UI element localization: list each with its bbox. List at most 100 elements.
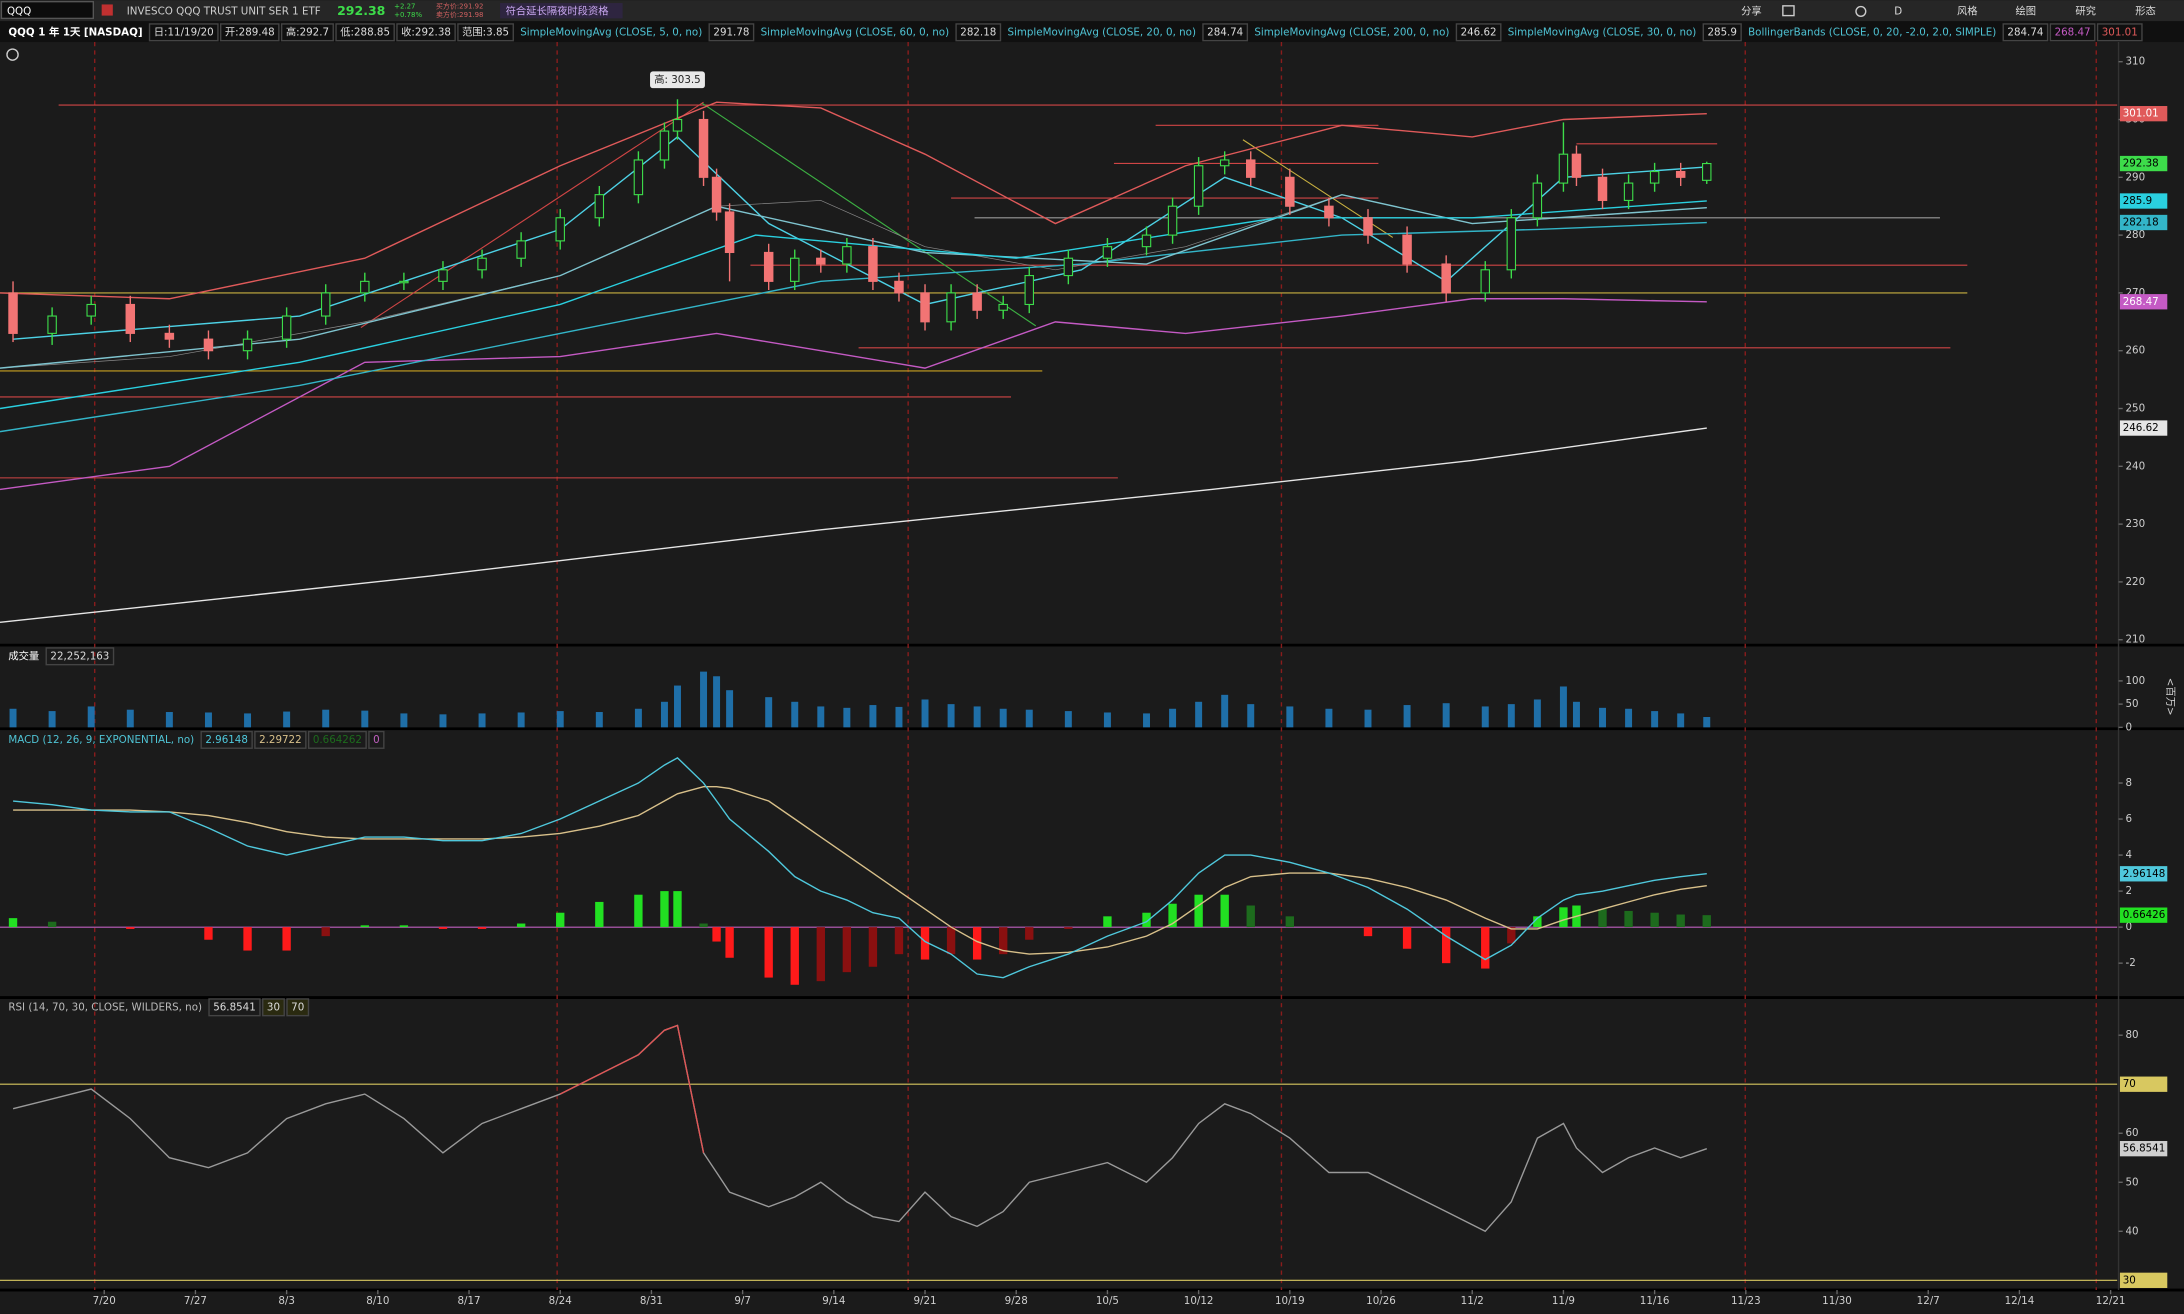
menu-studies[interactable]: 研究 bbox=[2075, 4, 2096, 17]
macd-histogram bbox=[126, 927, 135, 929]
candle-body bbox=[1649, 170, 1660, 184]
icon[interactable] bbox=[1855, 5, 1867, 17]
macd-histogram bbox=[1168, 903, 1177, 928]
header-text: 301.01 bbox=[2102, 26, 2138, 38]
notice-box bbox=[500, 3, 623, 19]
price-tag-box bbox=[2119, 214, 2168, 231]
y-tick-label: 280 bbox=[2125, 229, 2145, 241]
x-tick-label: 11/9 bbox=[1552, 1295, 1575, 1307]
price-tag-box bbox=[2119, 1076, 2168, 1092]
volume-bar bbox=[1221, 694, 1229, 728]
y-tick-label: -2 bbox=[2125, 957, 2135, 969]
header-box bbox=[2049, 23, 2096, 42]
x-tick-label: 10/19 bbox=[1275, 1295, 1305, 1307]
price-tag: 292.38 bbox=[2123, 158, 2159, 170]
trend-line bbox=[701, 102, 1037, 327]
volume-bar bbox=[674, 685, 681, 728]
menu-style[interactable]: 风格 bbox=[1957, 4, 1978, 17]
y-tick-label: 2 bbox=[2125, 885, 2132, 897]
header-text: 0.664262 bbox=[313, 734, 362, 746]
candle-body bbox=[164, 332, 175, 340]
macd-histogram bbox=[816, 927, 825, 982]
price-tag-box bbox=[2119, 420, 2168, 436]
macd-histogram bbox=[764, 927, 773, 978]
y-tick-label: 50 bbox=[2125, 1176, 2138, 1188]
symbol[interactable]: QQQ bbox=[7, 5, 31, 17]
header-text: SimpleMovingAvg (CLOSE, 20, 0, no) bbox=[1007, 26, 1196, 38]
x-tick-label: 8/10 bbox=[366, 1295, 389, 1307]
volume-bar bbox=[1703, 717, 1711, 728]
volume-bar bbox=[843, 707, 851, 728]
candle-body bbox=[1246, 159, 1256, 178]
macd-histogram bbox=[1624, 910, 1633, 928]
macd-histogram bbox=[595, 901, 604, 928]
volume-bar bbox=[361, 710, 369, 728]
header-box bbox=[368, 730, 385, 749]
price-tag-box bbox=[2119, 1272, 2168, 1288]
volume-bar bbox=[1481, 706, 1489, 728]
y-tick-label: 250 bbox=[2125, 403, 2145, 415]
x-tick-label: 9/14 bbox=[822, 1295, 845, 1307]
menu-period[interactable]: D bbox=[1894, 5, 1902, 17]
macd-histogram bbox=[282, 927, 291, 951]
header-text: 0 bbox=[373, 734, 380, 746]
volume-bar bbox=[1572, 701, 1580, 728]
macd-histogram bbox=[438, 927, 448, 929]
header-box bbox=[1455, 23, 1502, 42]
macd-histogram bbox=[1064, 927, 1073, 929]
header-text: 70 bbox=[291, 1001, 304, 1013]
menu-share[interactable]: 分享 bbox=[1741, 4, 1762, 17]
x-tick-label: 10/12 bbox=[1184, 1295, 1214, 1307]
volume-bar bbox=[439, 714, 447, 728]
header-text: 246.62 bbox=[1461, 26, 1497, 38]
info-icon[interactable] bbox=[6, 48, 19, 61]
volume-bar bbox=[595, 712, 603, 728]
menu-drawing[interactable]: 绘图 bbox=[2015, 4, 2036, 17]
macd-histogram bbox=[1402, 927, 1412, 949]
macd-histogram bbox=[1441, 927, 1451, 964]
candle-body bbox=[633, 159, 644, 196]
y-tick-label: 100 bbox=[2125, 675, 2145, 687]
candle-body bbox=[360, 280, 370, 294]
volume-bar bbox=[48, 711, 56, 728]
bid: 买方价:291.92 bbox=[436, 2, 484, 11]
macd-avg bbox=[13, 785, 1707, 955]
candle-body bbox=[1532, 182, 1543, 219]
annotation-box bbox=[650, 71, 705, 89]
price-tag: 246.62 bbox=[2123, 422, 2159, 434]
header-text: SimpleMovingAvg (CLOSE, 30, 0, no) bbox=[1508, 26, 1697, 38]
macd-histogram bbox=[556, 912, 565, 928]
header-text: 收:292.38 bbox=[401, 25, 451, 38]
volume-bar bbox=[322, 709, 330, 728]
candle-body bbox=[672, 118, 683, 132]
macd-histogram bbox=[920, 927, 930, 960]
header-text: 日:11/19/20 bbox=[154, 26, 214, 38]
y-tick-label: 50 bbox=[2125, 698, 2138, 710]
volume-bar bbox=[634, 708, 642, 728]
candle-body bbox=[790, 257, 800, 282]
header-box bbox=[307, 730, 367, 749]
price-tag: 268.47 bbox=[2123, 296, 2159, 308]
price-tag: 285.9 bbox=[2123, 195, 2152, 207]
volume-bar bbox=[478, 713, 486, 728]
header-box bbox=[280, 23, 334, 42]
icon[interactable] bbox=[1782, 5, 1795, 17]
link-icon[interactable] bbox=[101, 4, 113, 16]
y-tick-label: 230 bbox=[2125, 518, 2145, 530]
candle-body bbox=[1441, 263, 1451, 294]
rsi-overbought bbox=[664, 1024, 678, 1031]
menu-patterns[interactable]: 形态 bbox=[2135, 4, 2156, 17]
volume-bar bbox=[126, 709, 134, 728]
macd-histogram bbox=[1285, 916, 1295, 928]
macd-histogram bbox=[47, 921, 57, 928]
symbol-box[interactable] bbox=[0, 0, 95, 20]
price-tag-box bbox=[2119, 1141, 2168, 1157]
candle-body bbox=[242, 338, 253, 352]
volume-bar bbox=[700, 671, 708, 728]
header-text: 30 bbox=[267, 1001, 280, 1013]
candle-body bbox=[659, 130, 670, 161]
x-tick-label: 11/2 bbox=[1461, 1295, 1484, 1307]
candle-body bbox=[1102, 246, 1113, 259]
volume-bar bbox=[87, 706, 95, 728]
